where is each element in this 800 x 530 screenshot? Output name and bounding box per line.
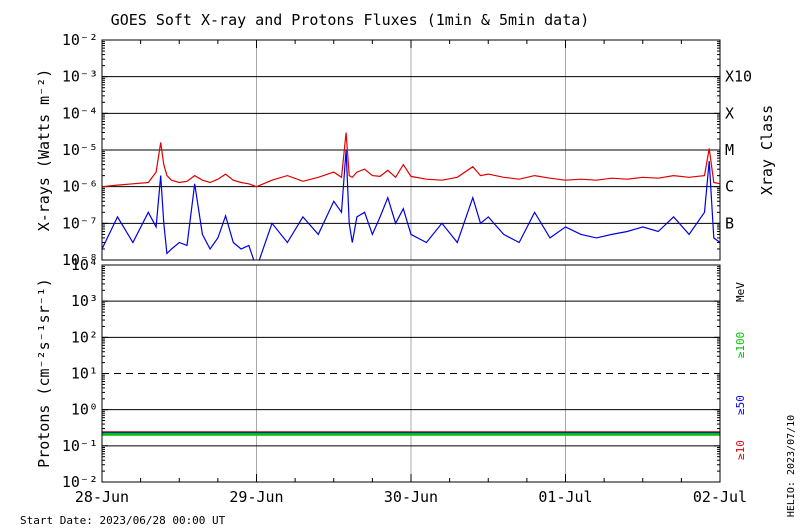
y-tick-label: 10⁻⁸ [62, 251, 98, 269]
y-tick-label: 10⁻¹ [62, 437, 98, 455]
xray-class-x10: X10 [725, 68, 752, 86]
chart-title: GOES Soft X-ray and Protons Fluxes (1min… [111, 11, 590, 29]
proton-y-axis-label: Protons (cm⁻²s⁻¹sr⁻¹) [35, 278, 53, 468]
y-tick-label: 10⁴ [71, 256, 98, 274]
start-date-label: Start Date: 2023/06/28 00:00 UT [20, 514, 226, 527]
energy-label: ≥10 [734, 440, 747, 460]
x-axis: 28-Jun 29-Jun 30-Jun 01-Jul 02-Jul [75, 40, 747, 506]
series-line-0 [102, 132, 720, 188]
xray-class-b: B [725, 214, 734, 232]
energy-label: ≥100 [734, 332, 747, 359]
x-tick-label: 30-Jun [384, 488, 438, 506]
y-tick-label: 10⁻⁷ [62, 214, 98, 232]
y-tick-label: 10⁻² [62, 473, 98, 491]
energy-label: ≥50 [734, 395, 747, 415]
proton-panel: 10⁴ 10³ 10² 10¹ 10⁰ 10⁻¹ 10⁻² ≥100 ≥50 ≥10 [62, 256, 747, 491]
x-tick-label: 29-Jun [229, 488, 283, 506]
x-tick-label: 01-Jul [538, 488, 592, 506]
y-tick-label: 10⁰ [71, 401, 98, 419]
series-line-1 [102, 149, 720, 260]
y-tick-label: 10⁻⁴ [62, 104, 98, 122]
y-tick-label: 10⁻⁶ [62, 178, 98, 196]
y-tick-label: 10⁻² [62, 31, 98, 49]
y-tick-label: 10¹ [71, 365, 98, 383]
x-tick-label: 02-Jul [693, 488, 747, 506]
xray-class-m: M [725, 141, 734, 159]
xray-panel: 10⁻² 10⁻³ 10⁻⁴ 10⁻⁵ 10⁻⁶ 10⁻⁷ 10⁻⁸ X10 X M CB [62, 31, 752, 269]
mev-unit-label: MeV [734, 282, 747, 302]
helio-stamp: HELIO: 2023/07/10 [786, 415, 797, 517]
xray-class-axis-label: Xray Class [758, 105, 776, 195]
y-tick-label: 10³ [71, 292, 98, 310]
y-tick-label: 10² [71, 328, 98, 346]
y-tick-label: 10⁻³ [62, 68, 98, 86]
xray-class-x: X [725, 104, 734, 122]
xray-y-axis-label: X-rays (Watts m⁻²) [35, 69, 53, 232]
y-tick-label: 10⁻⁵ [62, 141, 98, 159]
x-tick-label: 28-Jun [75, 488, 129, 506]
xray-class-c: C [725, 178, 734, 196]
